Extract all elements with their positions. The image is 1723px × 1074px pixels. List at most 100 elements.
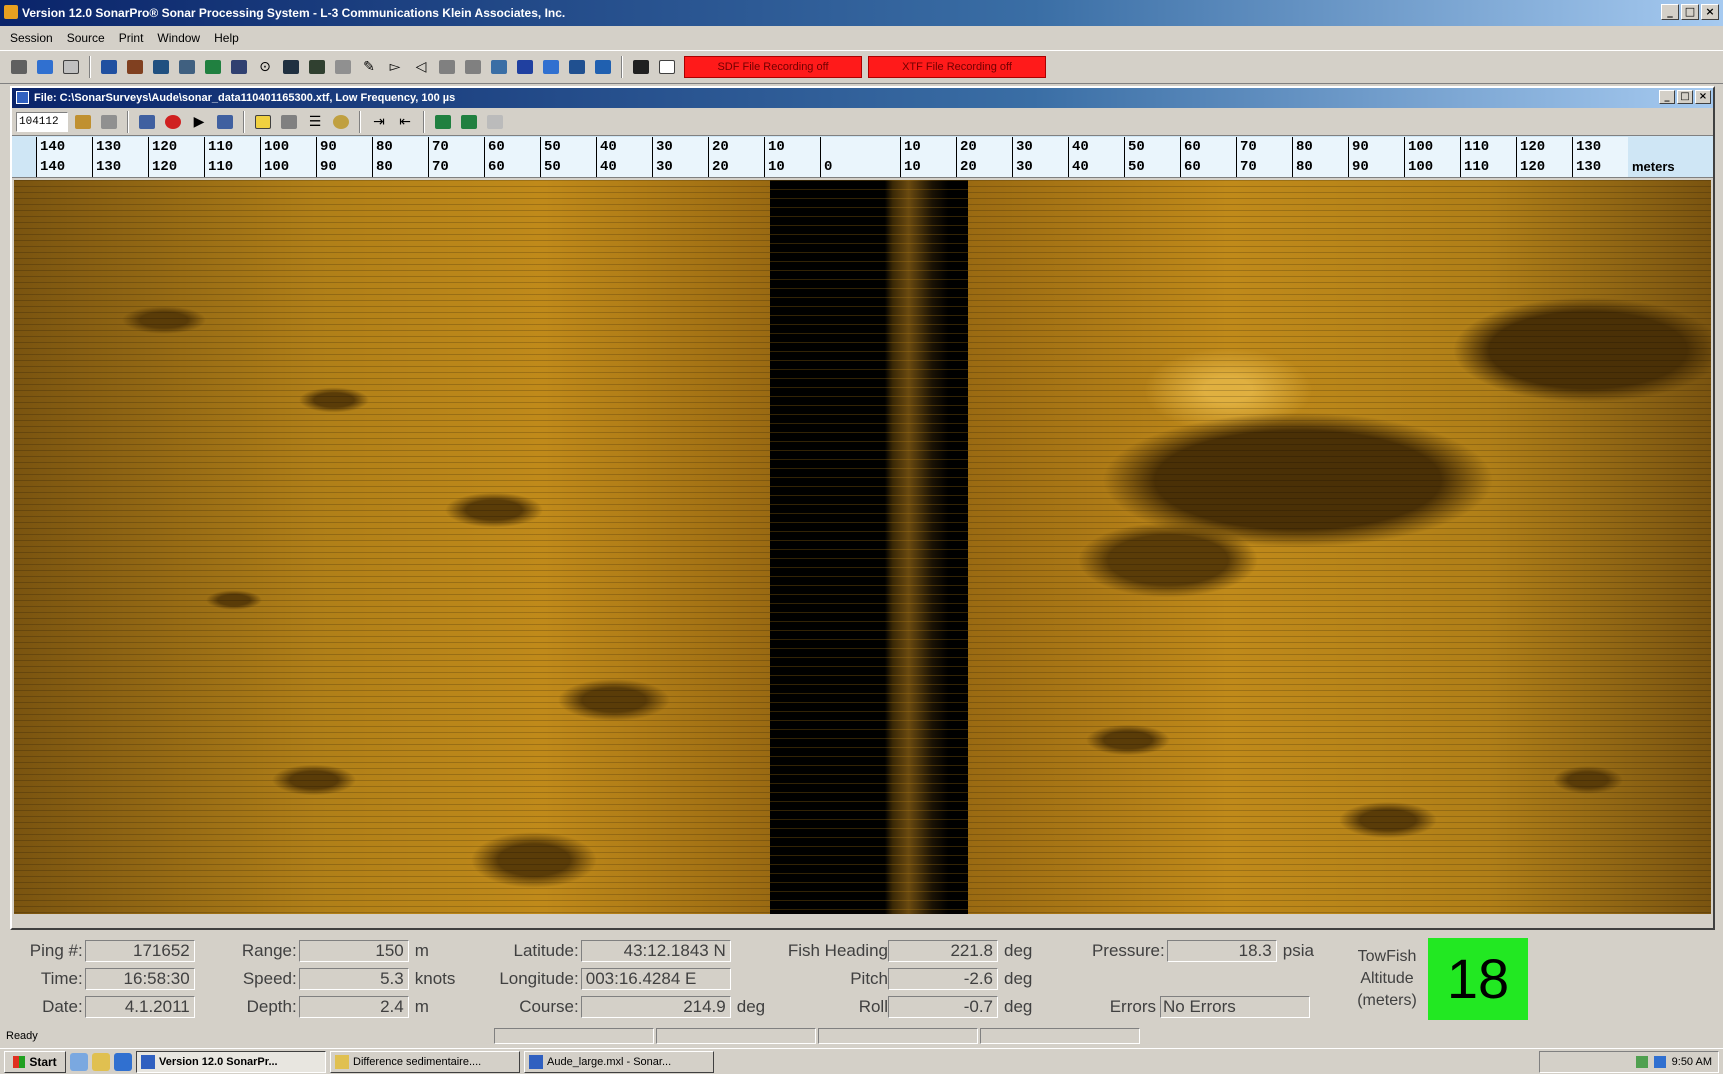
- task-aude-mosaic[interactable]: Aude_large.mxl - Sonar...: [524, 1050, 714, 1073]
- nadir-water-column[interactable]: [770, 180, 968, 914]
- channels-icon[interactable]: [98, 56, 120, 78]
- child-minimize-button[interactable]: _: [1659, 90, 1675, 104]
- scale-starboard-tick: 80: [1292, 137, 1348, 157]
- ship-icon[interactable]: [332, 56, 354, 78]
- scale-starboard-tick: 20: [956, 157, 1012, 177]
- save-icon[interactable]: [630, 56, 652, 78]
- connect-icon[interactable]: [34, 56, 56, 78]
- clock[interactable]: 9:50 AM: [1671, 1056, 1712, 1068]
- menu-window[interactable]: Window: [157, 31, 201, 45]
- toolbar-separator: [243, 110, 245, 133]
- scale-port-tick: 100: [260, 137, 316, 157]
- task-sonarpro[interactable]: Version 12.0 SonarPr...: [136, 1050, 326, 1073]
- arrow-right-icon[interactable]: ▻: [389, 59, 401, 75]
- pressure-value: 18.3: [1166, 940, 1277, 962]
- mosaic-icon[interactable]: [150, 56, 172, 78]
- tools-icon[interactable]: [98, 111, 120, 133]
- scale-starboard-tick: 20: [956, 137, 1012, 157]
- annotate-icon[interactable]: [458, 111, 480, 133]
- rewind-icon[interactable]: [136, 111, 158, 133]
- ping-number-input[interactable]: 104112: [16, 111, 68, 132]
- ping-value: 171652: [84, 940, 195, 962]
- record-stop-icon[interactable]: [162, 111, 184, 133]
- pitch-field: Pitch -2.6 deg: [770, 968, 1032, 990]
- time-label: Time: [40, 969, 78, 988]
- fast-forward-icon[interactable]: [214, 111, 236, 133]
- child-close-button[interactable]: ×: [1695, 90, 1711, 104]
- close-button[interactable]: ×: [1701, 4, 1719, 20]
- start-button[interactable]: Start: [4, 1050, 66, 1073]
- scale-port-tick: 70: [428, 137, 484, 157]
- layers-icon[interactable]: [306, 56, 328, 78]
- chart-icon[interactable]: [202, 56, 224, 78]
- pencil-icon[interactable]: ✎: [363, 59, 375, 75]
- grid-icon[interactable]: [176, 56, 198, 78]
- display-icon[interactable]: [60, 56, 82, 78]
- quicklaunch-browser-icon[interactable]: [114, 1052, 132, 1071]
- menu-session[interactable]: Session: [10, 31, 53, 45]
- date-field: Date: 4.1.2011: [20, 996, 195, 1018]
- toolbar-separator: [127, 110, 129, 133]
- track-icon[interactable]: [514, 56, 536, 78]
- child-maximize-button[interactable]: □: [1677, 90, 1693, 104]
- starboard-channel-image[interactable]: [968, 180, 1711, 914]
- xtf-recording-button[interactable]: XTF File Recording off: [868, 56, 1046, 78]
- menu-help[interactable]: Help: [214, 31, 239, 45]
- calculator-icon[interactable]: [278, 111, 300, 133]
- range-label: Range: [241, 941, 292, 960]
- app-icon: [4, 5, 18, 19]
- toolbar-separator: [423, 110, 425, 133]
- maximize-button[interactable]: □: [1681, 4, 1699, 20]
- zoom-in-icon[interactable]: ⇥: [373, 113, 385, 130]
- waterfall-icon[interactable]: [124, 56, 146, 78]
- toolbar-separator: [359, 110, 361, 133]
- settings-icon[interactable]: [330, 111, 352, 133]
- target-icon[interactable]: ⊙: [259, 59, 271, 75]
- stop-icon[interactable]: [436, 56, 458, 78]
- list-icon[interactable]: [280, 56, 302, 78]
- fish-heading-label: Fish Heading: [787, 941, 888, 960]
- scale-starboard-tick: 130: [1572, 137, 1628, 157]
- sonar-waterfall[interactable]: [14, 180, 1711, 914]
- scale-starboard-tick: 30: [1012, 157, 1068, 177]
- menu-print[interactable]: Print: [118, 31, 144, 45]
- quicklaunch-desktop-icon[interactable]: [70, 1052, 88, 1071]
- scale-starboard-tick: 40: [1068, 157, 1124, 177]
- pause-icon[interactable]: [462, 56, 484, 78]
- scale-starboard-tick: 100: [1404, 157, 1460, 177]
- network-icon[interactable]: [1635, 1056, 1648, 1068]
- copy-icon[interactable]: [592, 56, 614, 78]
- quicklaunch-folder-icon[interactable]: [92, 1052, 110, 1071]
- errors-label: Errors: [1109, 997, 1156, 1016]
- task-document[interactable]: Difference sedimentaire....: [330, 1050, 520, 1073]
- status-cell: [980, 1028, 1140, 1044]
- new-document-icon[interactable]: [656, 56, 678, 78]
- arrow-left-icon[interactable]: ◁: [415, 59, 427, 75]
- status-cell: [818, 1028, 978, 1044]
- scale-spacer: [12, 137, 36, 157]
- image-icon[interactable]: [488, 56, 510, 78]
- open-icon[interactable]: [72, 111, 94, 133]
- scale-starboard-tick: 120: [1516, 157, 1572, 177]
- sdf-recording-button[interactable]: SDF File Recording off: [684, 56, 862, 78]
- gain-icon[interactable]: [252, 111, 274, 133]
- app-title: Version 12.0 SonarPro® Sonar Processing …: [22, 6, 566, 20]
- scale-port-tick: 80: [372, 157, 428, 177]
- port-channel-image[interactable]: [14, 180, 770, 914]
- depth-label: Depth: [246, 997, 292, 1016]
- table-icon[interactable]: [566, 56, 588, 78]
- speed-label: Speed: [242, 969, 292, 988]
- measure-icon[interactable]: [432, 111, 454, 133]
- sonarpro-task-icon: [141, 1054, 155, 1069]
- print-icon[interactable]: [8, 56, 30, 78]
- minimize-button[interactable]: _: [1661, 4, 1679, 20]
- sliders-icon[interactable]: ☰: [308, 113, 322, 130]
- pitch-value: -2.6: [888, 968, 998, 990]
- play-icon[interactable]: ▶: [193, 113, 205, 130]
- menu-source[interactable]: Source: [66, 31, 105, 45]
- compass-icon[interactable]: [540, 56, 562, 78]
- altitude-label: TowFish Altitude (meters): [1357, 948, 1417, 1009]
- filter-icon[interactable]: [228, 56, 250, 78]
- zoom-out-icon[interactable]: ⇤: [399, 113, 411, 130]
- volume-icon[interactable]: [1653, 1056, 1666, 1068]
